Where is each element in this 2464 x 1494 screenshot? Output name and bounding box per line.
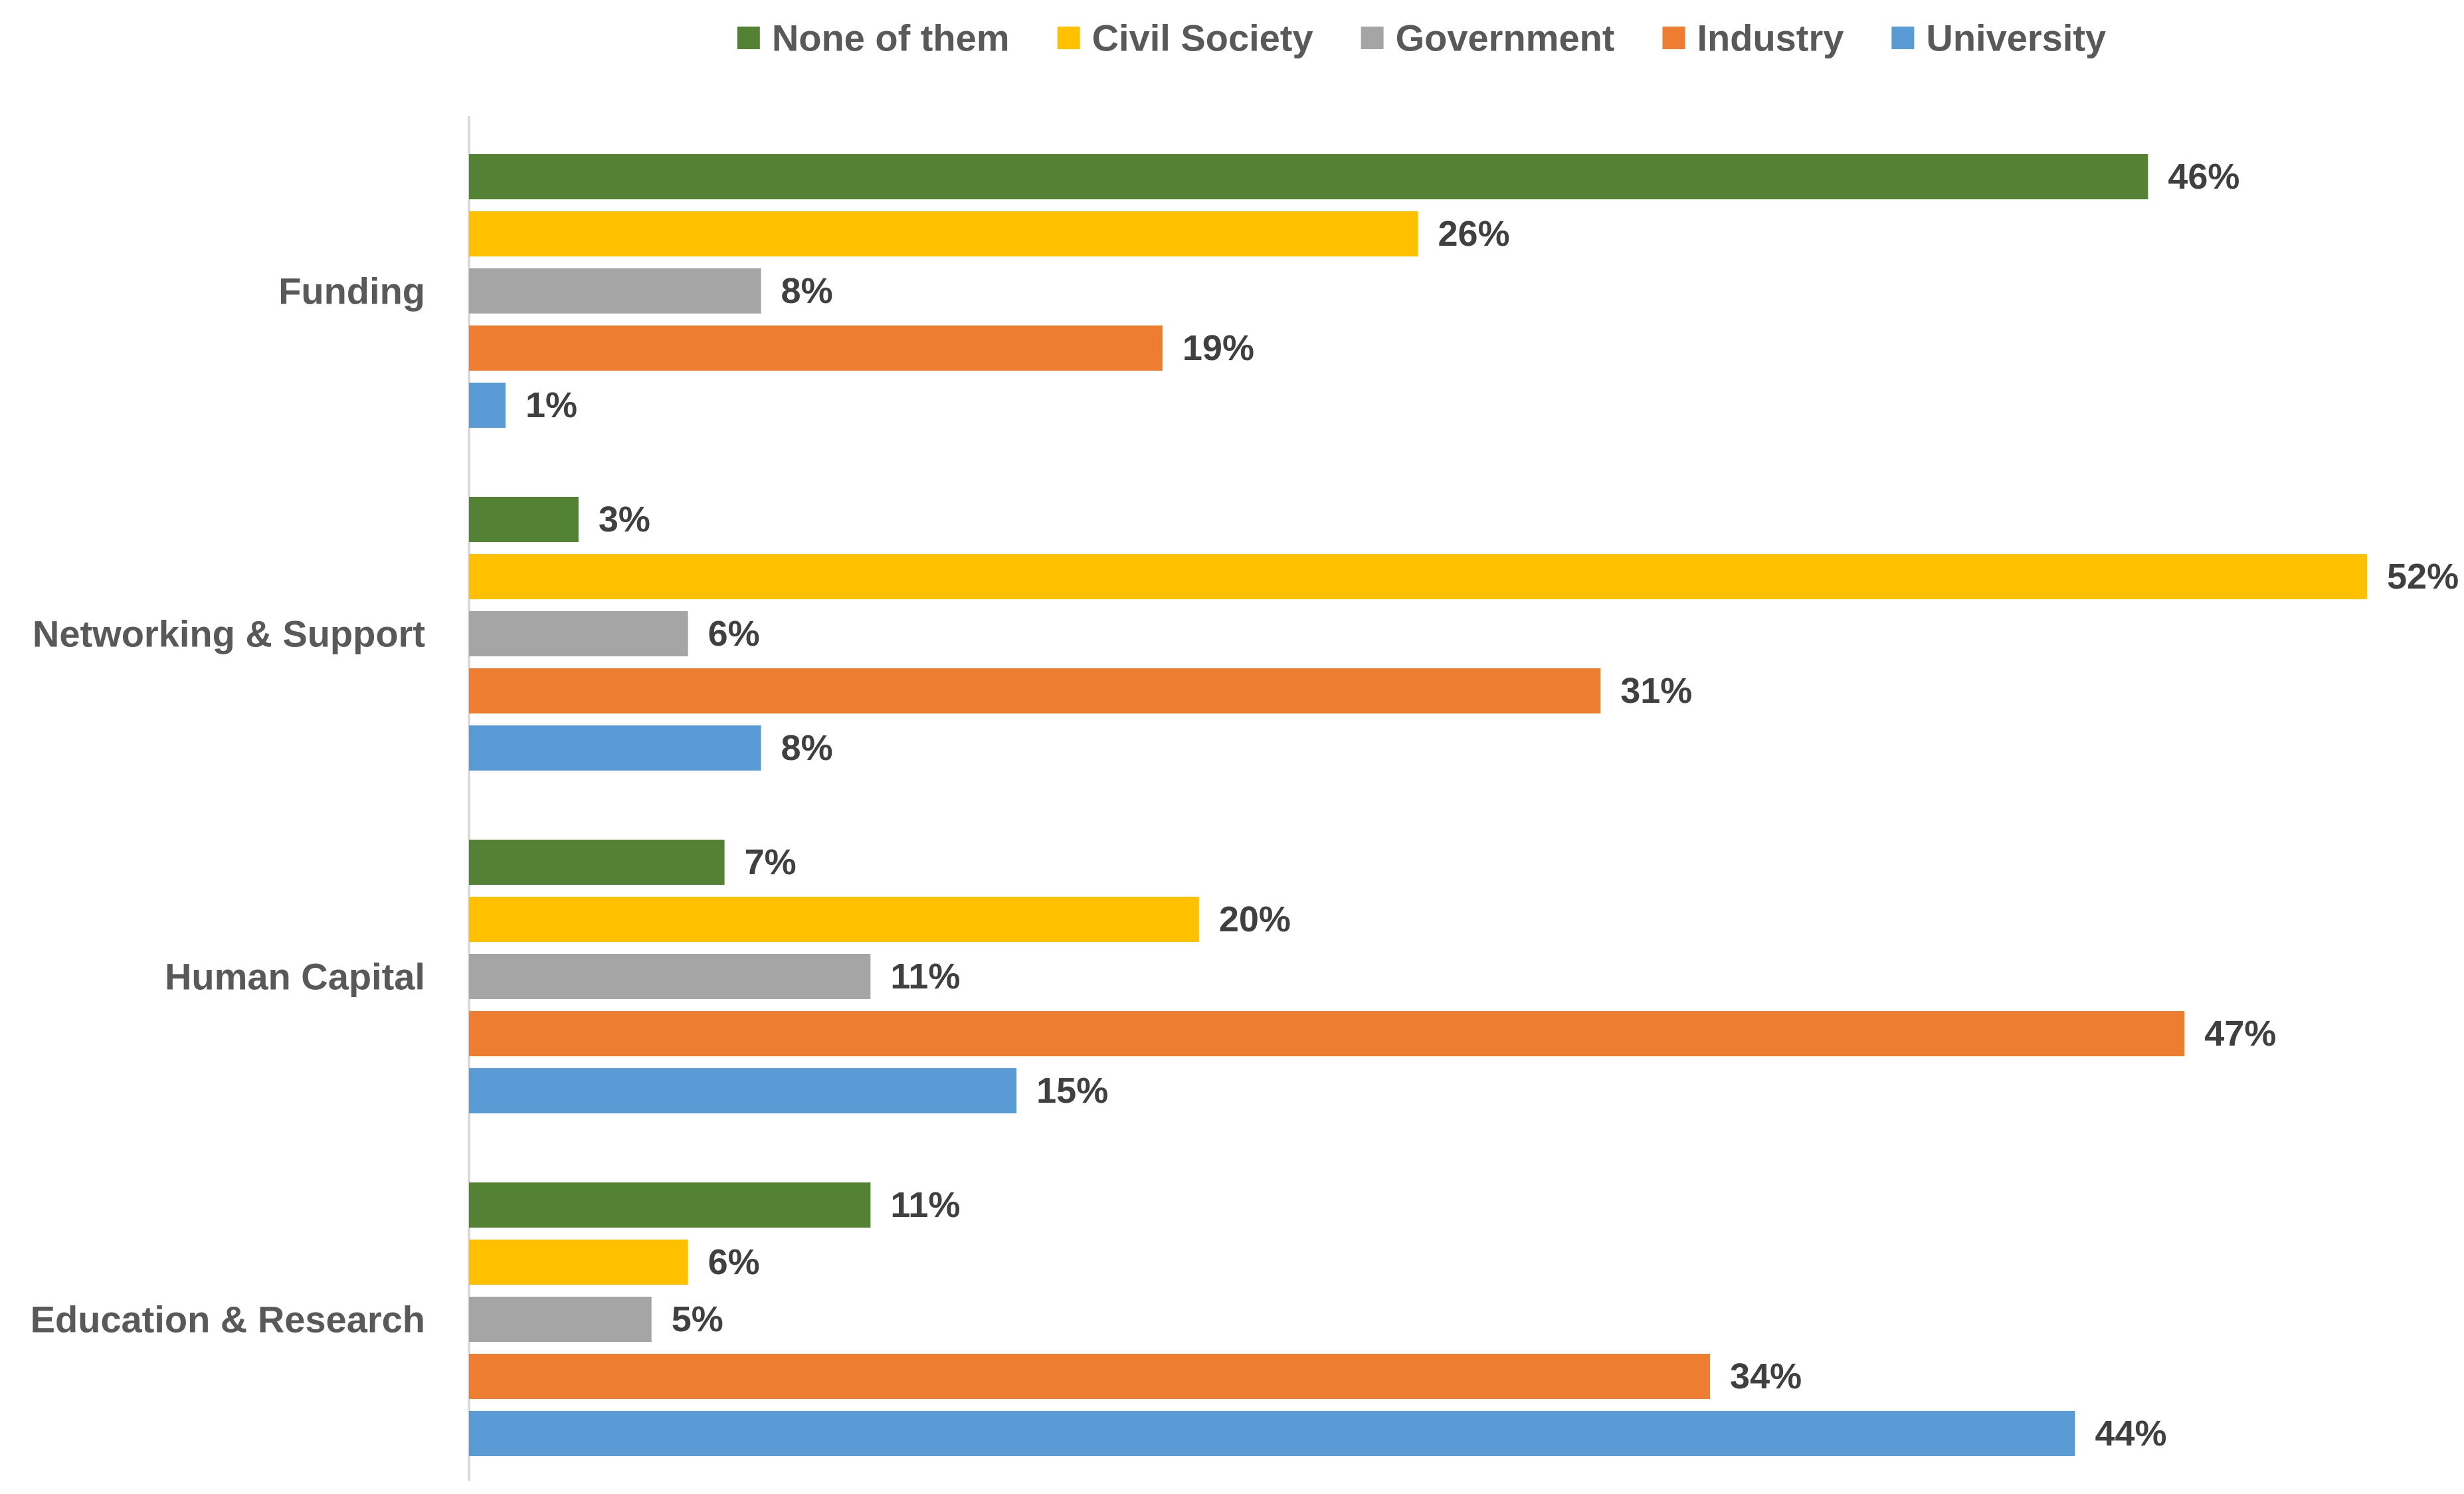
- data-label-networking-and-support-none-of-them: 3%: [599, 500, 650, 539]
- bars: [469, 154, 2367, 1456]
- data-label-human-capital-industry: 47%: [2204, 1014, 2276, 1054]
- data-label-education-and-research-university: 44%: [2095, 1414, 2166, 1453]
- bar-networking-and-support-industry: [469, 668, 1601, 713]
- data-label-human-capital-civil-society: 20%: [1219, 899, 1291, 939]
- legend: None of them Civil Society Government Indus…: [737, 17, 2106, 59]
- category-label-networking-and-support: Networking & Support: [33, 613, 425, 655]
- category-label-human-capital: Human Capital: [165, 956, 425, 998]
- bar-education-and-research-government: [469, 1297, 652, 1342]
- legend-swatch-government: [1361, 27, 1384, 49]
- legend-label-industry: Industry: [1697, 17, 1844, 59]
- bar-funding-none-of-them: [469, 154, 2148, 199]
- bar-human-capital-university: [469, 1068, 1017, 1113]
- category-label-education-and-research: Education & Research: [31, 1299, 425, 1341]
- data-labels: 46% 26% 8% 19% 1% 3% 52% 6% 31% 8% 7% 20% 11% 47% 15% 1…: [525, 157, 2459, 1453]
- category-labels: Funding Networking & Support Human Capital…: [31, 270, 425, 1341]
- legend-item-university: University: [1891, 17, 2106, 59]
- bar-education-and-research-industry: [469, 1354, 1711, 1399]
- bar-networking-and-support-university: [469, 725, 761, 771]
- legend-swatch-university: [1891, 27, 1915, 49]
- data-label-networking-and-support-industry: 31%: [1620, 671, 1692, 711]
- legend-label-none-of-them: None of them: [772, 17, 1010, 59]
- legend-item-civil-society: Civil Society: [1057, 17, 1313, 59]
- bar-human-capital-government: [469, 954, 871, 999]
- legend-label-civil-society: Civil Society: [1092, 17, 1313, 59]
- legend-swatch-none-of-them: [737, 27, 760, 49]
- data-label-human-capital-government: 11%: [890, 957, 960, 996]
- legend-swatch-civil-society: [1057, 27, 1080, 49]
- data-label-education-and-research-industry: 34%: [1730, 1356, 1802, 1396]
- data-label-funding-university: 1%: [525, 385, 577, 425]
- legend-item-none-of-them: None of them: [737, 17, 1010, 59]
- data-label-networking-and-support-government: 6%: [708, 614, 760, 654]
- bar-funding-university: [469, 383, 506, 428]
- data-label-human-capital-university: 15%: [1036, 1071, 1108, 1111]
- data-label-funding-civil-society: 26%: [1438, 214, 1510, 254]
- legend-item-government: Government: [1361, 17, 1615, 59]
- data-label-networking-and-support-university: 8%: [781, 728, 833, 768]
- legend-swatch-industry: [1662, 27, 1685, 49]
- bar-networking-and-support-none-of-them: [469, 497, 579, 542]
- bar-networking-and-support-government: [469, 611, 688, 656]
- bar-education-and-research-university: [469, 1411, 2075, 1456]
- bar-education-and-research-civil-society: [469, 1240, 688, 1285]
- bar-human-capital-civil-society: [469, 897, 1199, 942]
- data-label-networking-and-support-civil-society: 52%: [2387, 557, 2459, 597]
- bar-funding-government: [469, 268, 761, 314]
- bar-funding-civil-society: [469, 211, 1418, 256]
- data-label-education-and-research-none-of-them: 11%: [890, 1185, 960, 1225]
- bar-funding-industry: [469, 326, 1163, 371]
- data-label-education-and-research-civil-society: 6%: [708, 1242, 760, 1282]
- data-label-funding-government: 8%: [781, 271, 833, 311]
- bar-human-capital-none-of-them: [469, 840, 725, 885]
- legend-label-government: Government: [1396, 17, 1615, 59]
- data-label-human-capital-none-of-them: 7%: [745, 842, 797, 882]
- legend-item-industry: Industry: [1662, 17, 1844, 59]
- bar-human-capital-industry: [469, 1011, 2185, 1056]
- category-label-funding: Funding: [278, 270, 425, 312]
- legend-label-university: University: [1926, 17, 2106, 59]
- bar-networking-and-support-civil-society: [469, 554, 2367, 599]
- data-label-funding-none-of-them: 46%: [2168, 157, 2239, 197]
- data-label-funding-industry: 19%: [1183, 328, 1254, 368]
- data-label-education-and-research-government: 5%: [672, 1299, 723, 1339]
- bar-education-and-research-none-of-them: [469, 1182, 871, 1228]
